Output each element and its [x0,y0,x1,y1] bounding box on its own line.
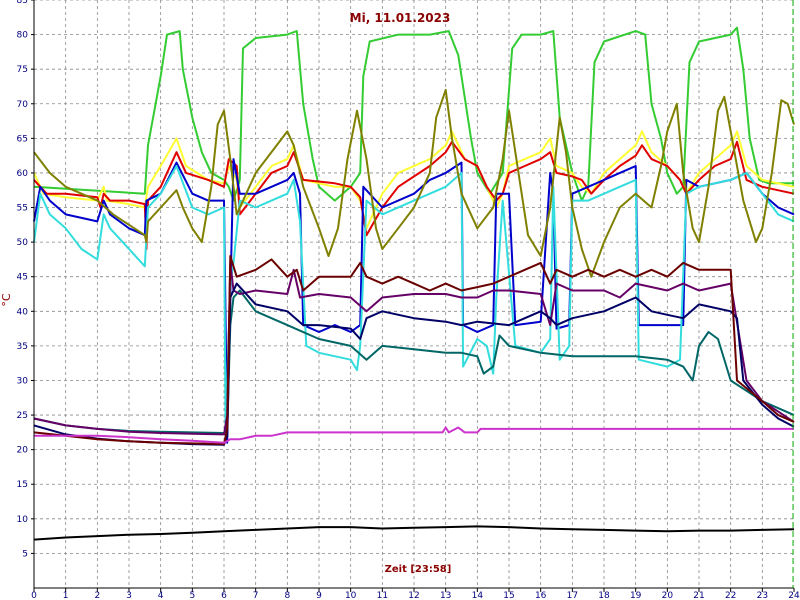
y-tick-label: 55 [17,204,28,214]
x-tick-label: 8 [284,591,290,600]
y-tick-label: 5 [22,549,28,559]
x-tick-label: 5 [189,591,195,600]
x-tick-label: 4 [158,591,164,600]
x-tick-label: 6 [221,591,227,600]
y-axis-label: °C [0,293,13,307]
y-tick-label: 15 [17,480,28,490]
x-tick-label: 2 [94,591,100,600]
x-tick-label: 24 [788,591,800,600]
y-tick-label: 20 [17,446,29,456]
y-tick-label: 80 [17,31,29,41]
y-tick-label: 65 [17,134,28,144]
series-line-10 [33,255,795,446]
x-tick-label: 7 [253,591,259,600]
x-tick-label: 11 [377,591,388,600]
chart-title: Mi, 11.01.2023 [350,11,451,25]
y-tick-label: 85 [17,0,28,6]
x-tick-label: 18 [598,591,610,600]
y-tick-label: 30 [17,376,29,386]
series-line-11 [34,426,794,444]
series-line-5 [33,165,795,437]
x-tick-label: 20 [662,591,674,600]
x-tick-label: 17 [567,591,578,600]
x-tick-label: 16 [535,591,547,600]
y-tick-label: 50 [17,238,29,248]
series-line-8 [33,261,795,436]
y-tick-label: 35 [17,342,28,352]
x-tick-label: 19 [630,591,642,600]
x-axis-label: Zeit [23:58] [385,564,452,575]
x-tick-label: 9 [316,591,322,600]
x-tick-label: 12 [408,591,419,600]
x-tick-label: 3 [126,591,132,600]
x-tick-label: 0 [31,591,37,600]
y-tick-label: 40 [17,307,29,317]
axes: 0 1 2 3 4 5 6 7 8 9 10 11 12 13 14 15 16 17 18 19 20 21 22 23 24… [17,0,800,600]
y-tick-label: 75 [17,65,28,75]
x-tick-label: 15 [503,591,514,600]
x-tick-label: 10 [345,591,357,600]
x-tick-label: 14 [472,591,484,600]
x-tick-label: 23 [757,591,768,600]
x-tick-label: 21 [693,591,704,600]
y-tick-label: 60 [17,169,29,179]
series-line-1 [33,26,794,202]
series-lines [33,26,795,541]
y-tick-label: 70 [17,100,29,110]
y-tick-label: 25 [17,411,28,421]
x-tick-label: 1 [63,591,69,600]
x-tick-label: 22 [725,591,736,600]
series-line-6 [33,88,795,278]
y-tick-label: 45 [17,273,28,283]
y-tick-label: 10 [17,515,29,525]
x-tick-label: 13 [440,591,451,600]
series-line-12 [33,525,795,541]
series-line-2 [33,130,795,230]
